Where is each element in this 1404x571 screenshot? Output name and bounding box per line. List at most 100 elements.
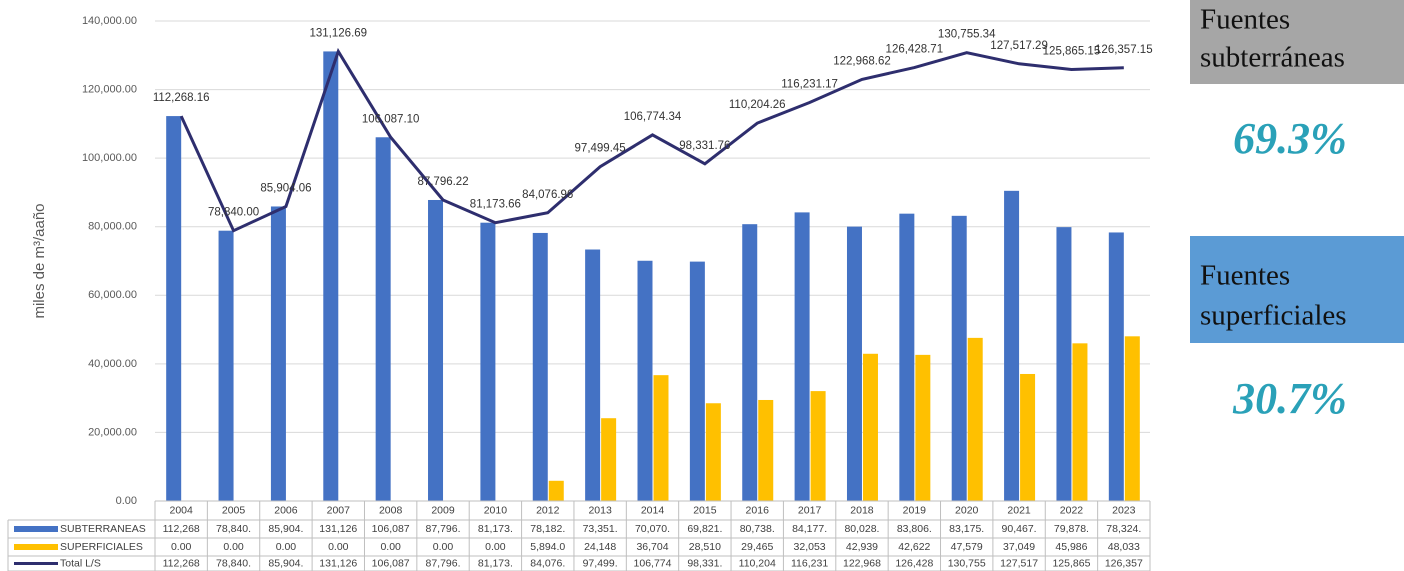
panel-box — [1190, 236, 1404, 343]
table-cell: 47,579 — [951, 541, 983, 553]
table-cell: 122,968 — [843, 557, 881, 569]
bar — [585, 249, 601, 501]
table-cell: 84,177. — [792, 523, 827, 535]
table-cell: 126,357 — [1105, 557, 1143, 569]
table-cell: 0.00 — [223, 541, 244, 553]
table-cell: 106,774 — [634, 557, 672, 569]
bar — [951, 215, 967, 502]
table-cell: 78,840. — [216, 523, 251, 535]
bar — [742, 224, 758, 501]
table-cell: 0.00 — [433, 541, 454, 553]
data-label: 122,968.62 — [833, 55, 891, 67]
data-label: 131,126.69 — [310, 27, 368, 39]
x-tick-label: 2008 — [379, 504, 403, 516]
bar — [637, 260, 653, 501]
legend-swatch — [14, 544, 58, 550]
table-cell: 73,351. — [583, 523, 618, 535]
table-cell: 87,796. — [426, 523, 461, 535]
table-cell: 79,878. — [1054, 523, 1089, 535]
table-cell: 97,499. — [583, 557, 618, 569]
data-label: 116,231.17 — [781, 79, 838, 91]
bar — [548, 480, 564, 501]
panel-box — [1190, 0, 1404, 84]
panel-text: Fuentes — [1200, 4, 1290, 36]
table-cell: 126,428 — [895, 557, 933, 569]
table-cell: 85,904. — [268, 557, 303, 569]
table-cell: 28,510 — [689, 541, 721, 553]
table-cell: 112,268 — [163, 523, 200, 535]
bar — [166, 116, 182, 501]
bar — [1056, 227, 1072, 501]
x-tick-label: 2021 — [1007, 504, 1031, 516]
table-cell: 112,268 — [163, 557, 200, 569]
table-cell: 78,324. — [1106, 523, 1141, 535]
bar — [601, 418, 617, 501]
table-cell: 37,049 — [1003, 541, 1035, 553]
y-tick-label: 20,000.00 — [88, 426, 137, 438]
x-tick-label: 2014 — [641, 504, 665, 516]
x-tick-label: 2004 — [170, 504, 194, 516]
table-cell: 24,148 — [584, 541, 616, 553]
data-label: 130,755.34 — [938, 29, 996, 41]
table-cell: 84,076. — [530, 557, 565, 569]
x-tick-label: 2010 — [484, 504, 508, 516]
table-cell: 29,465 — [741, 541, 773, 553]
table-cell: 81,173. — [478, 557, 513, 569]
table-cell: 32,053 — [794, 541, 826, 553]
table-cell: 0.00 — [276, 541, 297, 553]
x-tick-label: 2006 — [274, 504, 298, 516]
table-cell: 83,806. — [897, 523, 932, 535]
panel-percent: 30.7% — [1232, 374, 1347, 423]
table-cell: 0.00 — [328, 541, 349, 553]
x-tick-label: 2022 — [1060, 504, 1084, 516]
y-tick-label: 60,000.00 — [88, 289, 137, 301]
table-cell: 130,755 — [948, 557, 986, 569]
y-tick-label: 100,000.00 — [82, 152, 137, 164]
table-cell: 85,904. — [268, 523, 303, 535]
table-cell: 0.00 — [380, 541, 401, 553]
bar — [862, 353, 878, 501]
bar — [1124, 336, 1140, 501]
panel-percent: 69.3% — [1233, 114, 1347, 163]
x-tick-label: 2023 — [1112, 504, 1136, 516]
data-label: 98,331.76 — [679, 140, 730, 152]
data-label: 81,173.66 — [470, 199, 521, 211]
table-cell: 81,173. — [478, 523, 513, 535]
data-label: 126,428.71 — [886, 44, 944, 56]
x-tick-label: 2016 — [746, 504, 770, 516]
data-label: 87,796.22 — [417, 176, 468, 188]
bar — [270, 206, 286, 502]
data-label: 84,076.96 — [522, 189, 573, 201]
data-label: 85,904.06 — [260, 183, 311, 195]
y-tick-label: 80,000.00 — [88, 221, 137, 233]
x-tick-label: 2017 — [798, 504, 822, 516]
table-cell: 87,796. — [426, 557, 461, 569]
x-tick-label: 2015 — [693, 504, 717, 516]
bar — [1020, 373, 1036, 501]
y-tick-label: 40,000.00 — [88, 358, 137, 370]
legend-swatch — [14, 526, 58, 532]
x-tick-label: 2005 — [222, 504, 246, 516]
table-cell: 90,467. — [1002, 523, 1037, 535]
table-cell: 70,070. — [635, 523, 670, 535]
bar — [1108, 232, 1124, 501]
table-cell: 78,840. — [216, 557, 251, 569]
bar — [915, 354, 931, 501]
bar — [758, 399, 774, 501]
y-tick-label: 0.00 — [116, 495, 137, 507]
x-tick-label: 2019 — [903, 504, 927, 516]
table-cell: 0.00 — [485, 541, 506, 553]
x-tick-label: 2007 — [327, 504, 351, 516]
bar — [967, 337, 983, 501]
x-tick-label: 2020 — [955, 504, 979, 516]
table-cell: 125,865 — [1052, 557, 1090, 569]
table-cell: 42,622 — [898, 541, 930, 553]
table-cell: 131,126 — [319, 557, 357, 569]
data-label: 125,865.15 — [1043, 45, 1101, 57]
y-axis-label: miles de m³/aaño — [31, 203, 48, 318]
bar — [480, 222, 496, 501]
data-label: 106,087.10 — [362, 113, 420, 125]
table-cell: 36,704 — [636, 541, 668, 553]
legend-label: Total L/S — [60, 557, 101, 569]
table-cell: 78,182. — [530, 523, 565, 535]
